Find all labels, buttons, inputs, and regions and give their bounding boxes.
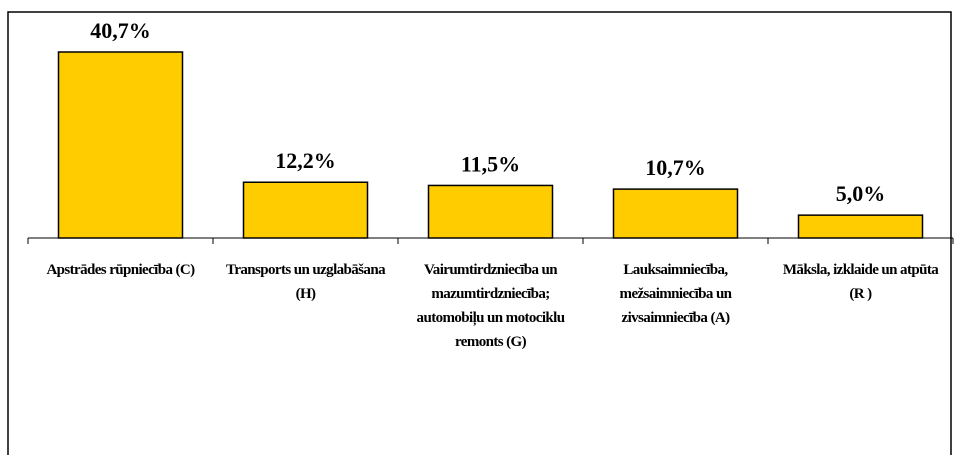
bar — [427, 184, 554, 239]
bar — [242, 181, 369, 239]
x-tick-label: Vairumtirdzniecība un mazumtirdzniecība;… — [416, 262, 566, 350]
bar — [57, 51, 184, 239]
x-tick-label: Transports un uzglabāšana (H) — [226, 262, 386, 302]
x-tick-label: Māksla, izklaide un atpūta (R ) — [782, 262, 939, 302]
x-tick-label: Apstrādes rūpniecība (C) — [46, 262, 195, 278]
value-label: 40,7% — [90, 18, 151, 43]
bar — [797, 214, 924, 239]
x-tick-label: Lauksaimniecība, mežsaimniecība un zivsa… — [619, 262, 732, 326]
bar — [612, 188, 739, 239]
value-label: 12,2% — [275, 148, 336, 173]
value-label: 10,7% — [645, 155, 706, 180]
value-label: 5,0% — [836, 181, 886, 206]
value-label: 11,5% — [461, 151, 520, 176]
